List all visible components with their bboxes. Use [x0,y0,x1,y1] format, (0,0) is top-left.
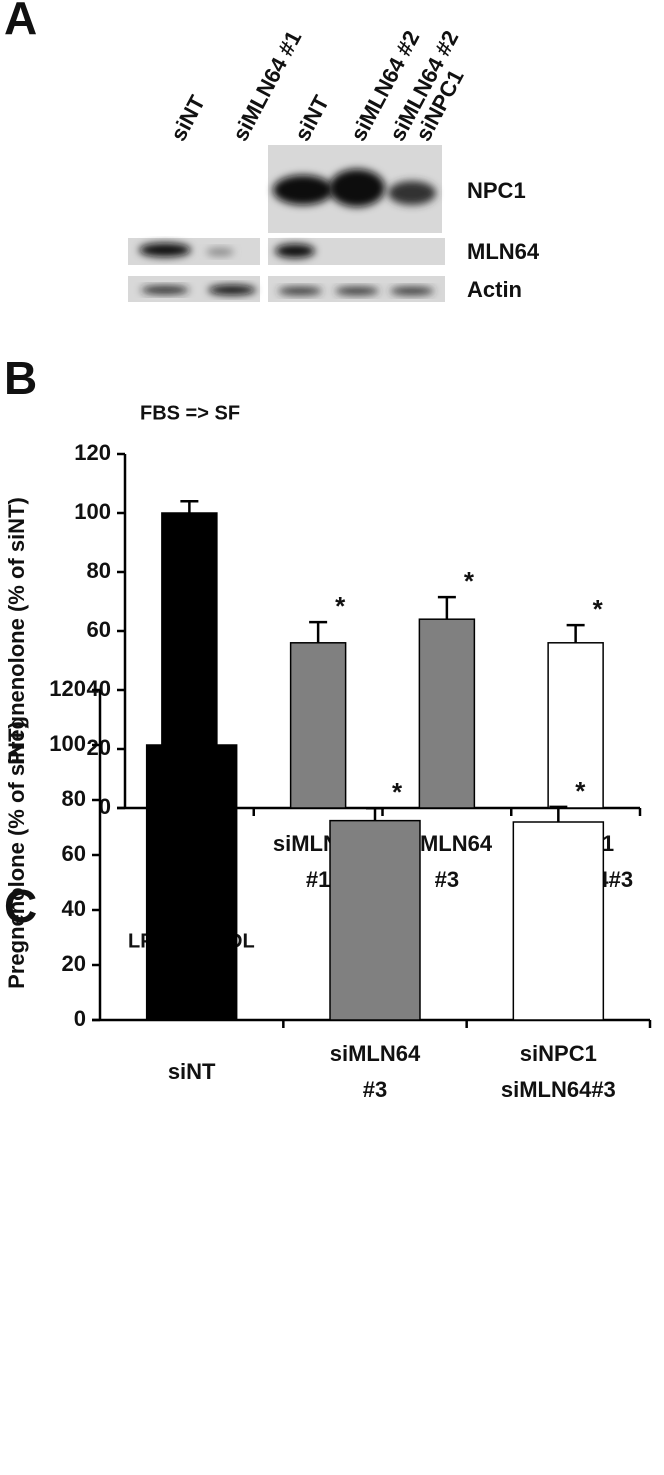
blot [128,145,445,302]
bar [329,819,421,1021]
x-tick-label: siNPC1 [520,1041,597,1066]
x-tick-label: siMLN64 [330,1041,421,1066]
band-label: NPC1 [467,178,526,203]
y-tick-label: 60 [62,841,86,866]
band [390,287,434,295]
x-tick-label: #3 [363,1077,387,1102]
y-tick-label: 120 [49,676,86,701]
band [275,244,315,258]
bar [289,642,347,809]
bar [512,821,605,1021]
bar [418,618,476,809]
band [206,248,234,256]
y-axis-label: Pregnenolone (% of siNT) [4,721,29,989]
y-tick-label: 80 [87,558,111,583]
band [273,175,333,205]
y-tick-label: 60 [87,617,111,642]
y-tick-label: 120 [74,440,111,465]
y-tick-label: 100 [74,499,111,524]
panel-label: B [4,352,37,404]
annotation: * [335,591,346,621]
band-label: MLN64 [467,239,540,264]
y-axis-label: Pregnenolone (% of siNT) [4,497,29,765]
x-tick-label: siMLN64#3 [501,1077,616,1102]
bar [547,642,604,809]
x-tick-label: #3 [435,867,459,892]
lane-label: siNT [165,91,210,145]
bar [145,744,238,1021]
x-tick-label: siNT [168,1059,216,1084]
panel-label: C [4,880,37,932]
annotation: * [464,566,475,596]
x-tick-label: #1 [306,867,330,892]
y-tick-label: 40 [62,896,86,921]
annotation: * [392,777,403,807]
band [388,181,436,205]
panel-label: A [4,0,37,44]
band [141,286,189,294]
band [335,287,379,295]
band [329,169,385,207]
y-tick-label: 0 [74,1006,86,1031]
lane-label: siNT [289,91,334,145]
annotation: * [593,594,604,624]
y-tick-label: 20 [62,951,86,976]
band [278,287,322,295]
chart-title: FBS => SF [140,402,240,424]
y-tick-label: 0 [99,794,111,819]
y-tick-label: 100 [49,731,86,756]
band [208,285,256,295]
band-label: Actin [467,277,522,302]
annotation: * [575,776,586,806]
band [139,243,191,257]
y-tick-label: 80 [62,786,86,811]
